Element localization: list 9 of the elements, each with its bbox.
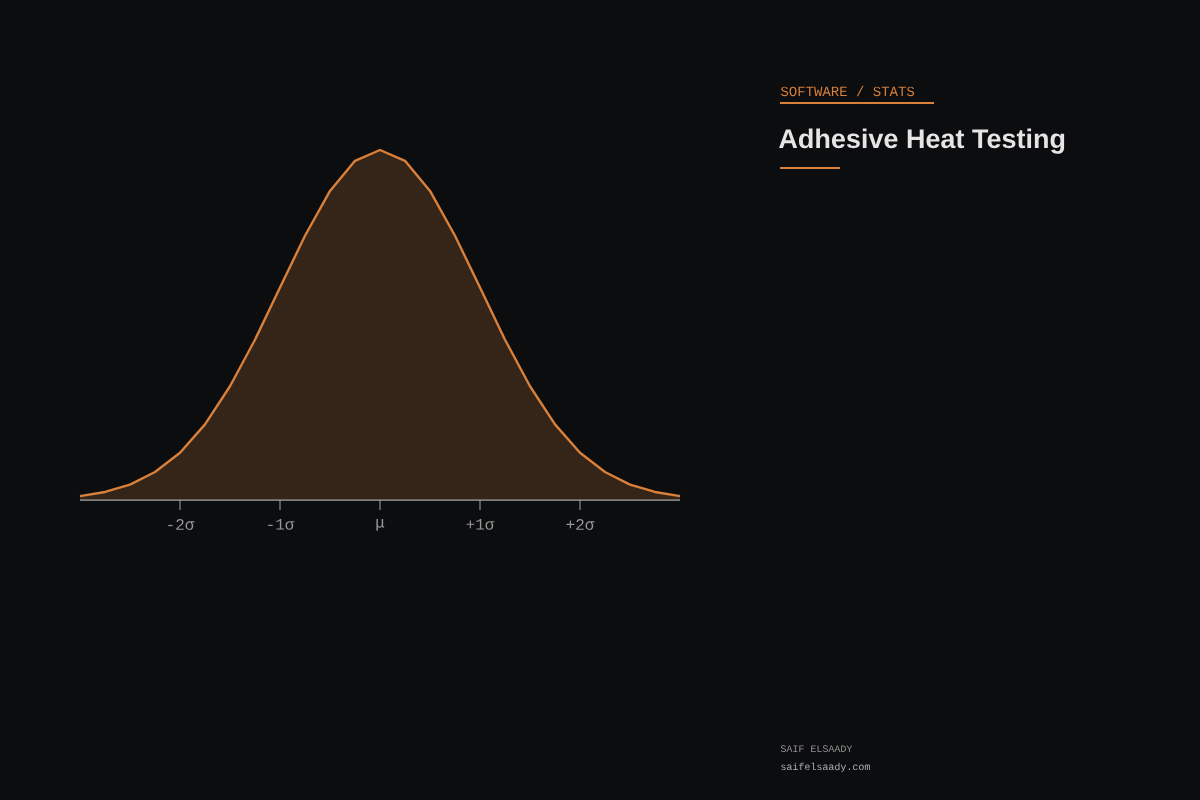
text: Adhesive Heat Testing xyxy=(779,128,1065,154)
x-tick-label: +2σ xyxy=(566,519,595,530)
x-tick-label: +1σ xyxy=(466,519,495,530)
text: SAIF ELSAADY xyxy=(780,745,853,753)
x-tick-label: -2σ xyxy=(168,519,195,530)
x-tick-label: μ xyxy=(376,519,385,531)
x-tick-label: -1σ xyxy=(268,519,295,530)
text: SOFTWARE / STATS xyxy=(780,85,915,97)
text: saifelsaady.com xyxy=(781,762,870,773)
